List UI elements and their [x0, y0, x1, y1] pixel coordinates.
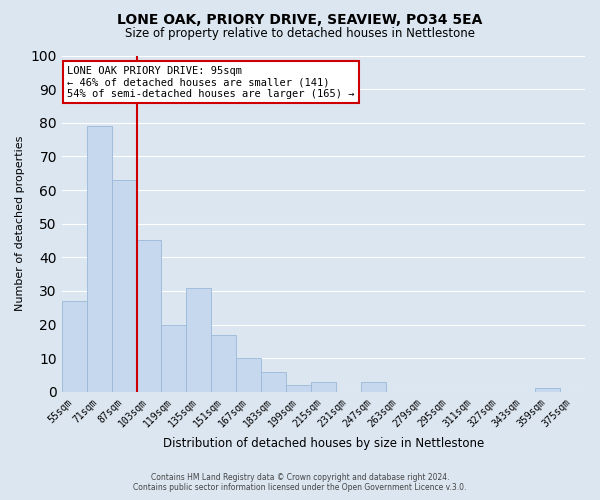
Bar: [261, 372, 286, 392]
X-axis label: Distribution of detached houses by size in Nettlestone: Distribution of detached houses by size …: [163, 437, 484, 450]
Bar: [187, 288, 211, 392]
Bar: [286, 385, 311, 392]
Text: LONE OAK PRIORY DRIVE: 95sqm
← 46% of detached houses are smaller (141)
54% of s: LONE OAK PRIORY DRIVE: 95sqm ← 46% of de…: [67, 66, 355, 99]
Bar: [311, 382, 336, 392]
Text: Contains HM Land Registry data © Crown copyright and database right 2024.
Contai: Contains HM Land Registry data © Crown c…: [133, 473, 467, 492]
Bar: [137, 240, 161, 392]
Text: LONE OAK, PRIORY DRIVE, SEAVIEW, PO34 5EA: LONE OAK, PRIORY DRIVE, SEAVIEW, PO34 5E…: [118, 12, 482, 26]
Y-axis label: Number of detached properties: Number of detached properties: [15, 136, 25, 312]
Bar: [161, 324, 187, 392]
Bar: [361, 382, 386, 392]
Text: Size of property relative to detached houses in Nettlestone: Size of property relative to detached ho…: [125, 28, 475, 40]
Bar: [87, 126, 112, 392]
Bar: [211, 334, 236, 392]
Bar: [535, 388, 560, 392]
Bar: [112, 180, 137, 392]
Bar: [62, 301, 87, 392]
Bar: [236, 358, 261, 392]
